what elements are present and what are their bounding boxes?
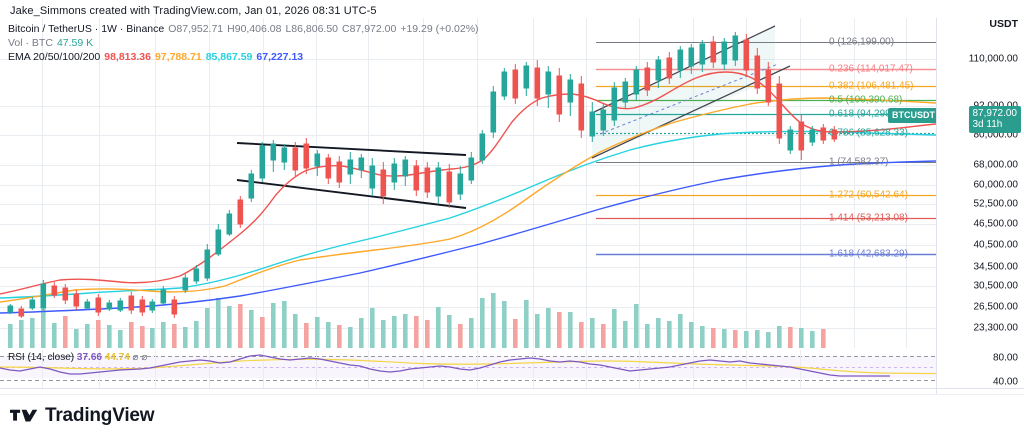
ema-20-value: 98,813.36 xyxy=(104,51,151,63)
ticker-badge: BTCUSDT xyxy=(888,108,936,123)
ema-label: EMA 20/50/100/200 xyxy=(8,51,101,63)
ema-100-value: 85,867.59 xyxy=(205,51,253,63)
change-value: +19.29 (+0.02%) xyxy=(400,23,479,35)
rsi-pane[interactable]: RSI (14, close) 37.66 44.74 ⌀ ⌀ xyxy=(0,350,936,388)
attribution-text: Jake_Simmons created with TradingView.co… xyxy=(10,5,377,17)
tradingview-logo-text: TradingView xyxy=(45,405,155,426)
rsi-value: 37.66 xyxy=(76,352,102,363)
rsi-ma-value: 44.74 xyxy=(104,352,130,363)
price-axis-unit: USDT xyxy=(989,18,1018,30)
symbol-info-row[interactable]: Bitcoin / TetherUS · 1W · Binance O87,952… xyxy=(8,22,479,36)
price-tick-23300: 23,300.00 xyxy=(973,322,1019,334)
low-value: 86,806.50 xyxy=(291,23,339,35)
fib-label-0[interactable]: 0 (126,199.00) xyxy=(829,36,895,48)
fib-label-1618[interactable]: 1.618 (42,683.29) xyxy=(829,248,908,260)
tradingview-logo-icon xyxy=(10,409,38,422)
current-price-badge[interactable]: 87,972.00 3d 11h xyxy=(968,106,1021,133)
price-tick-46500: 46,500.00 xyxy=(973,218,1019,230)
tradingview-logo[interactable]: TradingView xyxy=(10,405,155,427)
chart-container[interactable]: Bitcoin / TetherUS · 1W · Binance O87,952… xyxy=(0,18,1024,410)
exchange[interactable]: Binance xyxy=(126,23,165,35)
open-label: O xyxy=(168,23,177,35)
volume-row[interactable]: Vol · BTC 47.59 K xyxy=(8,36,479,50)
volume-label: Vol · BTC xyxy=(8,37,53,49)
price-axis[interactable]: USDT 110,000.00 92,000.00 80,000.00 68,0… xyxy=(936,18,1024,388)
high-value: 90,406.08 xyxy=(234,23,282,35)
rsi-tick-80: 80.00 xyxy=(992,352,1018,364)
fib-label-1[interactable]: 1 (74,582.37) xyxy=(829,156,889,168)
price-tick-52500: 52,500.00 xyxy=(973,198,1019,210)
ema-200-value: 67,227.13 xyxy=(256,51,304,63)
open-value: 87,952.71 xyxy=(176,23,224,35)
high-label: H xyxy=(227,23,235,35)
rsi-legend[interactable]: RSI (14, close) 37.66 44.74 ⌀ ⌀ xyxy=(8,352,147,363)
rsi-empty-1: ⌀ xyxy=(132,352,139,363)
candlesticks xyxy=(7,32,838,318)
low-label: L xyxy=(285,23,292,35)
price-tick-60000: 60,000.00 xyxy=(973,179,1019,191)
rsi-title: RSI (14, close) xyxy=(8,352,75,363)
rsi-empty-2: ⌀ xyxy=(141,352,148,363)
volume-bars xyxy=(8,293,826,348)
grid-lines xyxy=(0,18,936,348)
price-tick-30500: 30,500.00 xyxy=(973,280,1019,292)
price-tick-34500: 34,500.00 xyxy=(973,261,1019,273)
current-price-value: 87,972.00 xyxy=(972,108,1018,119)
price-tick-110000: 110,000.00 xyxy=(968,53,1018,65)
volume-value: 47.59 K xyxy=(56,37,94,49)
fib-label-0236[interactable]: 0.236 (114,017.47) xyxy=(829,63,913,75)
fib-label-05[interactable]: 0.5 (100,390.68) xyxy=(829,94,903,106)
price-tick-40500: 40,500.00 xyxy=(973,239,1019,251)
price-tick-80000: 80,000.00 xyxy=(973,129,1019,141)
price-tick-68000: 68,000.00 xyxy=(973,159,1019,171)
price-plot[interactable]: Bitcoin / TetherUS · 1W · Binance O87,952… xyxy=(0,18,936,348)
ema-100-line xyxy=(0,130,936,299)
close-value: 87,972.00 xyxy=(349,23,397,35)
symbol-name[interactable]: Bitcoin / TetherUS xyxy=(8,23,92,35)
rsi-line xyxy=(0,354,890,377)
rsi-chart-svg xyxy=(0,350,936,388)
axis-divider xyxy=(936,18,937,410)
footer: TradingView xyxy=(0,394,1024,440)
bar-countdown: 3d 11h xyxy=(972,119,1003,130)
fib-label-1414[interactable]: 1.414 (53,213.08) xyxy=(829,212,908,224)
ema-row[interactable]: EMA 20/50/100/200 98,813.36 97,788.71 85,86… xyxy=(8,50,479,64)
fib-label-0382[interactable]: 0.382 (106,481.45) xyxy=(829,80,914,92)
interval[interactable]: 1W xyxy=(101,23,117,35)
ema-50-value: 97,788.71 xyxy=(154,51,202,63)
price-chart-svg xyxy=(0,18,936,348)
price-tick-26500: 26,500.00 xyxy=(973,301,1019,313)
fib-label-0786[interactable]: 0.786 (85,628.33) xyxy=(829,127,908,139)
legend-sep-1: · xyxy=(91,23,102,35)
fib-label-0618[interactable]: 0.618 (94,299.92) xyxy=(829,108,908,120)
fib-label-1272[interactable]: 1.272 (60,542.64) xyxy=(829,189,908,201)
rsi-tick-40: 40.00 xyxy=(992,376,1018,388)
ema-20-line xyxy=(0,71,936,295)
close-label: C xyxy=(342,23,350,35)
legend-sep-2: · xyxy=(116,23,127,35)
ema-50-line xyxy=(0,97,936,303)
chart-legend: Bitcoin / TetherUS · 1W · Binance O87,952… xyxy=(8,22,479,64)
